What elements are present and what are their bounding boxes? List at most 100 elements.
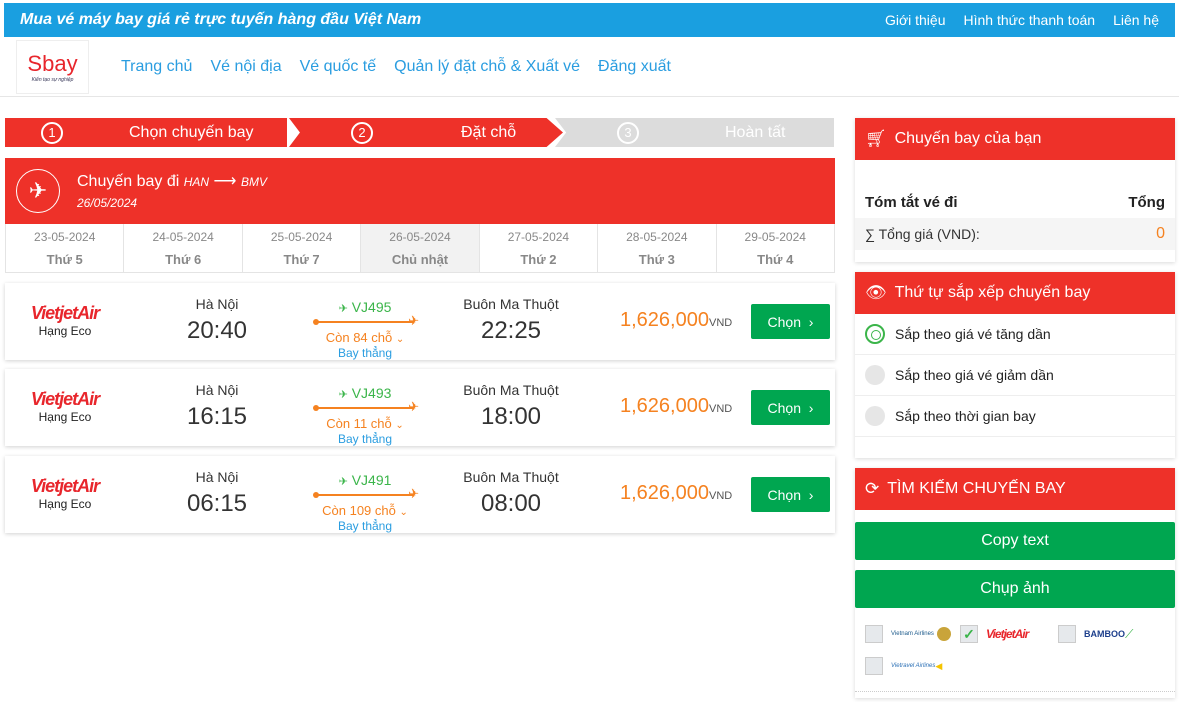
- cart-icon: 🛒︎: [865, 129, 887, 148]
- button-label: Chọn: [767, 313, 801, 330]
- vietravel-logo: Vietravel Airlines: [891, 663, 936, 669]
- date-option[interactable]: 25-05-2024 Thứ 7: [243, 224, 362, 272]
- nav-home[interactable]: Trang chủ: [121, 57, 193, 75]
- chevron-right-icon: ›: [808, 486, 814, 503]
- date-value: 28-05-2024: [626, 230, 688, 244]
- plane-icon: ✈: [408, 486, 419, 501]
- select-flight-button[interactable]: Chọn ›: [751, 477, 830, 512]
- select-flight-button[interactable]: Chọn ›: [751, 390, 830, 425]
- checkbox-checked[interactable]: ✓: [960, 625, 978, 643]
- date-option[interactable]: 29-05-2024 Thứ 4: [717, 224, 834, 272]
- link-about[interactable]: Giới thiệu: [884, 12, 946, 28]
- step-number: 3: [617, 121, 639, 144]
- select-flight-button[interactable]: Chọn ›: [751, 304, 830, 339]
- weekday: Thứ 4: [757, 252, 794, 267]
- weekday: Chủ nhật: [391, 252, 449, 267]
- seats-toggle[interactable]: Còn 84 chỗ ⌄: [305, 330, 425, 345]
- flight-type: Bay thẳng: [337, 432, 393, 446]
- refresh-icon: ⟳: [865, 479, 880, 498]
- plane-icon: ✈: [338, 303, 348, 315]
- vietjet-logo: VietjetAir: [30, 476, 100, 496]
- chevron-down-icon: ⌄: [395, 334, 405, 345]
- sort-price-desc[interactable]: Sắp theo giá vé giảm dần: [855, 355, 1175, 396]
- plane-icon: ✈: [338, 476, 348, 488]
- plane-icon: ✈: [408, 399, 419, 414]
- seats-toggle[interactable]: Còn 11 chỗ ⌄: [305, 416, 425, 431]
- vietravel-arrow-icon: ◀: [935, 660, 943, 671]
- currency: VND: [708, 403, 733, 415]
- fare-class: Hạng Eco: [38, 410, 92, 424]
- seats-remaining: Còn 11 chỗ: [326, 416, 392, 431]
- flight-type: Bay thẳng: [337, 519, 393, 533]
- nav-booking-management[interactable]: Quản lý đặt chỗ & Xuất vé: [394, 57, 581, 75]
- arrival-time: 18:00: [480, 403, 542, 430]
- flight-card: VietjetAir Hạng Eco Hà Nội 16:15 ✈ VJ493 …: [5, 369, 835, 446]
- plane-icon: ✈: [408, 313, 419, 328]
- vietjet-logo: VietjetAir: [986, 627, 1029, 641]
- copy-text-button[interactable]: Copy text: [855, 522, 1175, 560]
- plane-icon: ✈: [338, 389, 348, 401]
- filter-vietravel[interactable]: Vietravel Airlines ◀: [865, 657, 942, 675]
- bamboo-leaf-icon: ⟋: [1125, 626, 1134, 641]
- departure-city: Hà Nội: [195, 296, 239, 312]
- radio-selected[interactable]: [865, 324, 885, 344]
- button-label: Chọn: [767, 399, 801, 416]
- seats-remaining: Còn 84 chỗ: [325, 330, 393, 345]
- destination-code: BMV: [240, 175, 267, 189]
- date-option[interactable]: 24-05-2024 Thứ 6: [124, 224, 243, 272]
- seats-toggle[interactable]: Còn 109 chỗ ⌄: [305, 503, 425, 518]
- date-option[interactable]: 26-05-2024 Chủ nhật: [361, 224, 480, 272]
- main-nav: Trang chủ Vé nội địa Vé quốc tế Quản lý …: [121, 58, 689, 76]
- checkbox[interactable]: [865, 625, 883, 643]
- radio[interactable]: [865, 365, 885, 385]
- price: 1,626,000: [620, 395, 709, 417]
- arrival-time: 08:00: [480, 490, 542, 517]
- departure-city: Hà Nội: [195, 382, 239, 398]
- fare-class: Hạng Eco: [38, 324, 92, 338]
- weekday: Thứ 7: [283, 252, 320, 267]
- date-selector: 23-05-2024 Thứ 5 24-05-2024 Thứ 6 25-05-2024…: [5, 224, 835, 273]
- flight-code: VJ491: [351, 472, 392, 488]
- filter-vietjet[interactable]: ✓ VietjetAir: [960, 625, 1029, 643]
- currency: VND: [708, 317, 733, 329]
- weekday: Thứ 2: [520, 252, 557, 267]
- vietjet-logo: VietjetAir: [30, 389, 100, 409]
- nav-domestic[interactable]: Vé nội địa: [210, 57, 282, 75]
- date-value: 24-05-2024: [152, 230, 214, 244]
- chevron-right-icon: ›: [808, 399, 814, 416]
- route-line: ✈: [313, 313, 419, 328]
- route-line: ✈: [313, 399, 419, 414]
- filter-bamboo[interactable]: BAMBOO ⟋: [1058, 625, 1133, 643]
- sbay-logo[interactable]: Sbay Kiến tạo sự nghiệp: [16, 39, 89, 94]
- checkbox[interactable]: [1058, 625, 1076, 643]
- total-label: Tổng: [1128, 193, 1165, 211]
- sort-price-asc[interactable]: Sắp theo giá vé tăng dần: [855, 314, 1175, 355]
- seats-remaining: Còn 109 chỗ: [322, 503, 396, 518]
- nav-international[interactable]: Vé quốc tế: [299, 57, 377, 75]
- date-option[interactable]: 23-05-2024 Thứ 5: [6, 224, 125, 272]
- radio[interactable]: [865, 406, 885, 426]
- step-complete: 3 Hoàn tất: [555, 118, 834, 147]
- vietjet-logo: VietjetAir: [30, 303, 100, 323]
- date-option[interactable]: 28-05-2024 Thứ 3: [598, 224, 717, 272]
- panel-title: Thứ tự sắp xếp chuyến bay: [894, 284, 1091, 301]
- sum-label: ∑ Tổng giá (VND):: [865, 226, 980, 242]
- sort-time[interactable]: Sắp theo thời gian bay: [855, 396, 1175, 437]
- button-label: Chọn: [767, 486, 801, 503]
- arrow-right-icon: ⟶: [213, 173, 237, 190]
- step-label: Chọn chuyến bay: [129, 123, 254, 141]
- capture-button[interactable]: Chụp ảnh: [855, 570, 1175, 608]
- checkbox[interactable]: [865, 657, 883, 675]
- weekday: Thứ 5: [46, 252, 83, 267]
- nav-logout[interactable]: Đăng xuất: [598, 57, 671, 75]
- radio-label: Sắp theo thời gian bay: [895, 408, 1036, 424]
- radio-label: Sắp theo giá vé tăng dần: [895, 326, 1051, 342]
- link-payment[interactable]: Hình thức thanh toán: [963, 12, 1096, 28]
- date-value: 27-05-2024: [507, 230, 570, 244]
- filter-vietnam-airlines[interactable]: Vietnam Airlines: [865, 625, 951, 643]
- link-contact[interactable]: Liên hệ: [1113, 12, 1159, 28]
- weekday: Thứ 6: [165, 252, 202, 267]
- step-booking: 2 Đặt chỗ: [288, 118, 563, 147]
- date-option[interactable]: 27-05-2024 Thứ 2: [480, 224, 599, 272]
- step-label: Đặt chỗ: [460, 123, 517, 141]
